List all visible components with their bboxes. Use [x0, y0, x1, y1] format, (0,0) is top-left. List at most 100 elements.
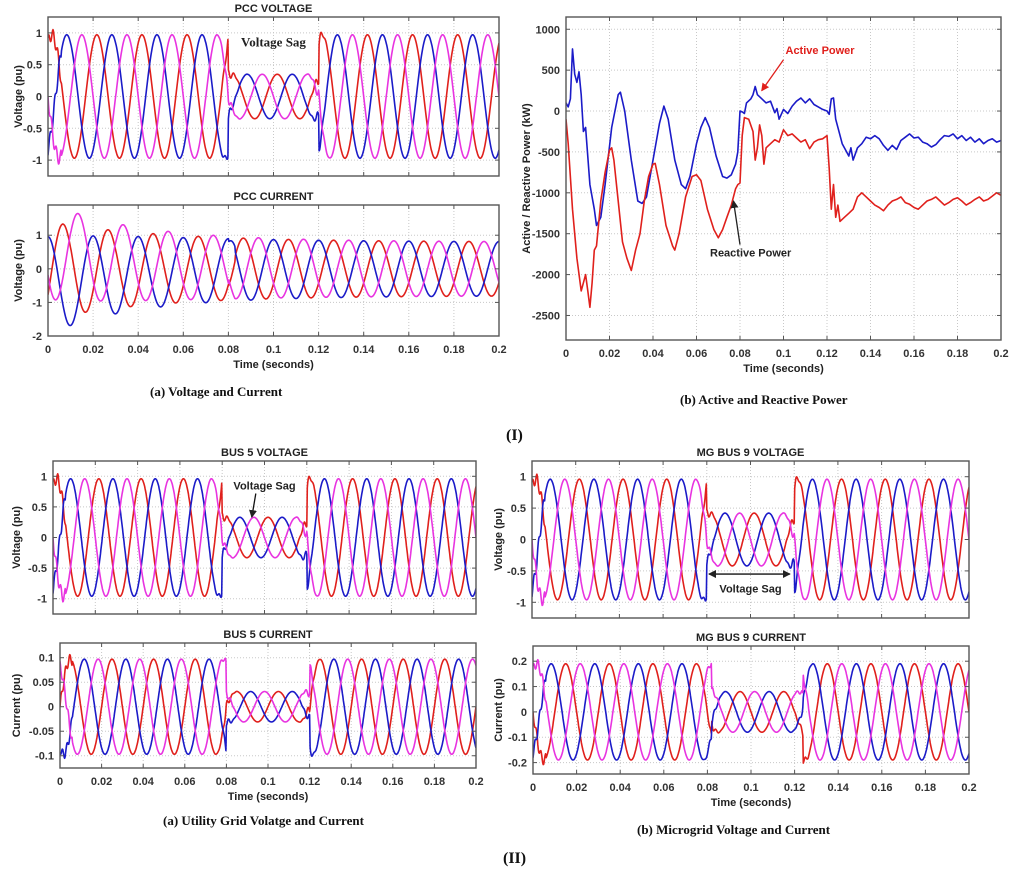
chart-title: MG BUS 9 VOLTAGE: [697, 447, 805, 459]
y-tick-label: -1: [32, 155, 42, 167]
y-tick-label: 0: [36, 92, 42, 104]
x-tick-label: 0.12: [299, 776, 320, 788]
x-tick-label: 0.1: [743, 782, 758, 794]
x-tick-label: 0.12: [816, 348, 837, 360]
x-tick-label: 0: [57, 776, 63, 788]
x-tick-label: 0.18: [947, 348, 968, 360]
x-tick-label: 0.06: [653, 782, 674, 794]
annotation-label: Reactive Power: [710, 248, 792, 260]
x-tick-label: 0.16: [382, 776, 403, 788]
y-tick-label: 0.05: [33, 677, 54, 689]
y-tick-label: -500: [538, 147, 560, 159]
x-tick-label: 0.08: [729, 348, 750, 360]
chart-mg_bus9_current: 0 0.02 0.04 0.06 0.08 0.1 0.12 0.14 0.16 0.18 0.2 -…: [493, 632, 977, 809]
chart-mg_bus9_voltage: -1 -0.5 0 0.5 1 MG BUS 9 VOLTAGE Voltage (pu) V…: [493, 447, 970, 619]
y-tick-label: -1000: [532, 188, 560, 200]
x-tick-label: 0.02: [91, 776, 112, 788]
x-tick-label: 0.04: [132, 776, 154, 788]
x-tick-label: 0.1: [260, 776, 275, 788]
caption-pcc: (a) Voltage and Current: [150, 384, 283, 399]
y-axis-label: Voltage (pu): [13, 239, 25, 302]
x-tick-label: 0.06: [174, 776, 195, 788]
annotation-label: Voltage Sag: [241, 34, 306, 49]
series-line-phase-a: [48, 28, 499, 159]
y-tick-label: 0: [521, 707, 527, 719]
y-axis-label: Voltage (pu): [13, 65, 25, 128]
series-line-phase-b: [48, 33, 499, 160]
chart-pcc_current: 0 0.02 0.04 0.06 0.08 0.1 0.12 0.14 0.16 0.18 0.2 -…: [13, 191, 507, 371]
y-tick-label: 0.5: [32, 502, 47, 514]
y-tick-label: 0: [520, 535, 526, 547]
y-tick-label: 0.1: [512, 682, 527, 694]
x-tick-label: 0.14: [340, 776, 362, 788]
y-tick-label: 0: [36, 264, 42, 276]
y-tick-label: 1: [520, 472, 526, 484]
annotation-arrow: [761, 59, 785, 92]
y-tick-label: -1: [516, 597, 526, 609]
series-line-phase-b: [532, 478, 969, 602]
x-tick-label: 0.08: [218, 344, 239, 356]
caption-power: (b) Active and Reactive Power: [680, 392, 848, 407]
x-tick-label: 0.16: [398, 344, 419, 356]
y-tick-label: -1: [32, 297, 42, 309]
caption-microgrid: (b) Microgrid Voltage and Current: [637, 822, 831, 837]
y-tick-label: 1: [41, 471, 47, 483]
annotation-label: Voltage Sag: [233, 480, 295, 492]
y-tick-label: -2: [32, 331, 42, 343]
y-tick-label: -0.1: [35, 751, 54, 763]
y-tick-label: -2000: [532, 270, 560, 282]
x-axis-label: Time (seconds): [743, 363, 824, 375]
x-tick-label: 0.04: [642, 348, 664, 360]
x-axis-label: Time (seconds): [233, 359, 314, 371]
series-line-phase-b: [533, 662, 969, 761]
annotation-arrow: [249, 493, 257, 519]
x-tick-label: 0.2: [468, 776, 483, 788]
y-tick-label: 0.5: [27, 60, 42, 72]
chart-bus5_voltage: -1 -0.5 0 0.5 1 BUS 5 VOLTAGE Voltage (pu) Volt…: [11, 447, 477, 615]
group-label-2: (II): [503, 850, 527, 867]
y-tick-label: -0.5: [23, 123, 42, 135]
x-tick-label: 0.18: [443, 344, 464, 356]
series-line-phase-c: [532, 478, 969, 607]
x-tick-label: 0.18: [424, 776, 445, 788]
y-tick-label: 1000: [536, 24, 560, 36]
x-axis-label: Time (seconds): [228, 791, 309, 803]
x-tick-label: 0.02: [82, 344, 103, 356]
y-tick-label: 1: [36, 230, 42, 242]
x-tick-label: 0.12: [784, 782, 805, 794]
y-tick-label: 0: [48, 702, 54, 714]
chart-title: MG BUS 9 CURRENT: [696, 632, 806, 644]
series-line-reactive-power: [566, 116, 1001, 309]
x-tick-label: 0.2: [961, 782, 976, 794]
series-line-phase-c: [533, 658, 969, 761]
y-tick-label: -0.05: [29, 726, 54, 738]
series-line-phase-c: [48, 33, 499, 165]
chart-title: PCC CURRENT: [233, 191, 313, 203]
y-axis-label: Voltage (pu): [11, 506, 23, 569]
group-label-1: (I): [506, 427, 523, 444]
chart-title: BUS 5 CURRENT: [223, 629, 313, 641]
y-tick-label: -0.5: [28, 563, 47, 575]
y-tick-label: -1: [37, 594, 47, 606]
x-tick-label: 0: [530, 782, 536, 794]
series-line-phase-c: [53, 477, 476, 603]
x-tick-label: 0.02: [599, 348, 620, 360]
x-tick-label: 0.1: [776, 348, 791, 360]
x-tick-label: 0.14: [353, 344, 375, 356]
series-line-phase-c: [60, 657, 476, 756]
x-tick-label: 0.16: [871, 782, 892, 794]
series-line-phase-a: [533, 662, 969, 766]
x-tick-label: 0.14: [860, 348, 882, 360]
x-tick-label: 0.08: [697, 782, 718, 794]
y-tick-label: 0: [554, 106, 560, 118]
series-line-phase-c: [48, 212, 499, 302]
x-tick-label: 0.06: [686, 348, 707, 360]
y-tick-label: 1: [36, 28, 42, 40]
annotation-label: Active Power: [786, 45, 856, 57]
series-line-active-power: [566, 48, 1001, 227]
series-line-phase-b: [60, 658, 476, 760]
y-axis-label: Current (pu): [11, 673, 23, 737]
y-axis-label: Active / Reactive Power (kW): [521, 103, 533, 254]
annotation-arrow: [730, 199, 741, 245]
